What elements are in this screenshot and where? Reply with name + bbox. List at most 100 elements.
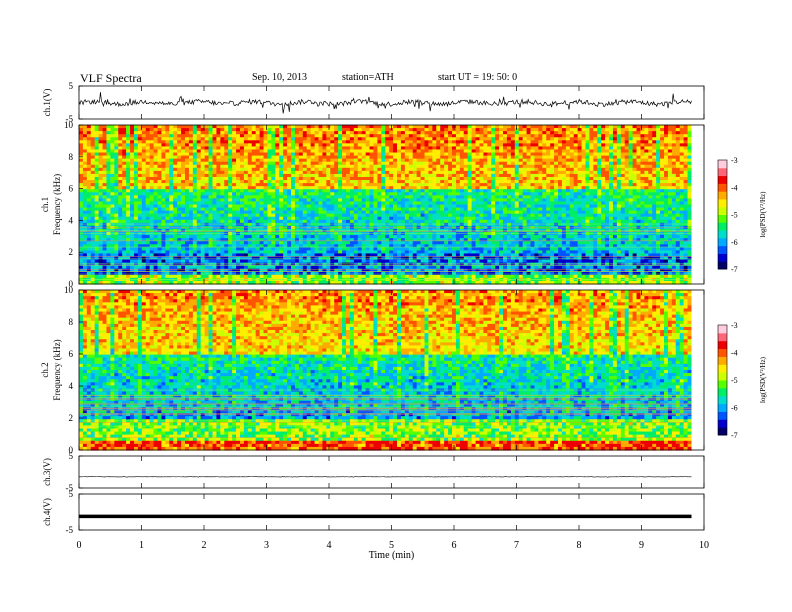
spectrogram-cell	[452, 265, 457, 270]
spectrogram-cell	[86, 152, 92, 157]
spectrogram-cell	[188, 244, 194, 248]
spectrogram-cell	[452, 180, 457, 184]
spectrogram-cell	[283, 238, 288, 242]
spectrogram-cell	[302, 143, 308, 148]
spectrogram-cell	[275, 238, 280, 242]
spectrogram-cell	[420, 198, 426, 203]
spectrogram-cell	[149, 241, 155, 245]
spectrogram-cell	[157, 256, 163, 261]
spectrogram-cell	[239, 155, 245, 160]
spectrogram-cell	[353, 253, 359, 258]
spectrogram-cell	[428, 189, 433, 193]
spectrogram-cell	[153, 232, 159, 236]
spectrogram-cell	[247, 134, 253, 138]
spectrogram-cell	[338, 219, 343, 224]
spectrogram-cell	[173, 186, 178, 190]
spectrogram-cell	[428, 158, 433, 163]
spectrogram-cell	[216, 128, 221, 132]
spectrogram-cell	[283, 137, 288, 141]
spectrogram-cell	[133, 201, 139, 206]
spectrogram-cell	[275, 161, 280, 166]
spectrogram-cell	[161, 186, 166, 190]
spectrogram-cell	[263, 183, 269, 187]
spectrogram-cell	[452, 201, 457, 206]
spectrogram-cell	[314, 158, 320, 163]
spectrogram-cell	[361, 219, 367, 224]
spectrogram-cell	[271, 204, 276, 209]
spectrogram-cell	[102, 213, 108, 218]
spectrogram-cell	[153, 173, 159, 178]
spectrogram-cell	[255, 161, 261, 166]
spectrogram-cell	[275, 222, 280, 227]
spectrogram-cell	[322, 210, 327, 215]
spectrogram-cell	[279, 195, 284, 199]
spectrogram-cell	[228, 238, 233, 242]
spectrogram-cell	[416, 232, 422, 236]
spectrogram-cell	[416, 198, 422, 203]
spectrogram-cell	[334, 137, 339, 141]
spectrogram-cell	[283, 128, 288, 132]
spectrogram-cell	[310, 134, 316, 138]
spectrogram-cell	[381, 146, 386, 151]
spectrogram-cell	[86, 280, 92, 285]
spectrogram-cell	[345, 210, 351, 215]
spectrogram-cell	[436, 134, 441, 138]
spectrogram-cell	[397, 222, 402, 227]
spectrogram-cell	[204, 247, 210, 251]
spectrogram-cell	[192, 250, 198, 255]
spectrogram-cell	[306, 280, 312, 285]
spectrogram-cell	[181, 244, 186, 248]
spectrogram-cell	[452, 250, 457, 255]
spectrogram-cell	[236, 152, 241, 157]
spectrogram-cell	[243, 128, 249, 132]
spectrogram-cell	[342, 186, 347, 190]
spectrogram-cell	[338, 186, 343, 190]
spectrogram-cell	[279, 143, 284, 148]
spectrogram-cell	[267, 271, 272, 276]
spectrogram-cell	[79, 125, 84, 129]
spectrogram-cell	[212, 125, 218, 129]
spectrogram-cell	[389, 265, 394, 270]
spectrogram-cell	[400, 238, 406, 242]
spectrogram-cell	[314, 219, 320, 224]
spectrogram-cell	[310, 158, 316, 163]
spectrogram-cell	[306, 125, 312, 129]
spectrogram-cell	[393, 222, 398, 227]
spectrogram-cell	[161, 219, 166, 224]
spectrogram-cell	[271, 155, 276, 160]
spectrogram-cell	[232, 241, 237, 245]
spectrogram-cell	[153, 213, 159, 218]
spectrogram-cell	[133, 192, 139, 196]
spectrogram-cell	[416, 149, 422, 154]
spectrogram-cell	[440, 192, 445, 196]
spectrogram-cell	[275, 189, 280, 193]
spectrogram-cell	[153, 186, 159, 190]
spectrogram-cell	[420, 131, 426, 135]
spectrogram-cell	[349, 201, 355, 206]
spectrogram-cell	[181, 262, 186, 267]
spectrogram-cell	[86, 140, 92, 144]
spectrogram-cell	[377, 146, 382, 151]
spectrogram-cell	[267, 238, 272, 242]
spectrogram-cell	[428, 216, 433, 221]
spectrogram-cell	[322, 155, 327, 160]
spectrogram-cell	[98, 198, 104, 203]
spectrogram-cell	[432, 201, 437, 206]
spectrogram-cell	[275, 259, 280, 264]
spectrogram-cell	[137, 262, 143, 267]
spectrogram-cell	[310, 213, 316, 218]
spectrogram-cell	[420, 134, 426, 138]
spectrogram-cell	[196, 213, 202, 218]
spectrogram-cell	[377, 189, 382, 193]
spectrogram-cell	[345, 146, 351, 151]
spectrogram-cell	[448, 235, 453, 239]
spectrogram-cell	[185, 244, 190, 248]
spectrogram-cell	[294, 128, 300, 132]
spectrogram-cell	[90, 170, 96, 175]
spectrogram-cell	[283, 219, 288, 224]
spectrogram-cell	[357, 256, 363, 261]
spectrogram-cell	[436, 186, 441, 190]
spectrogram-cell	[314, 167, 320, 172]
spectrogram-cell	[353, 222, 359, 227]
spectrogram-cell	[157, 155, 163, 160]
